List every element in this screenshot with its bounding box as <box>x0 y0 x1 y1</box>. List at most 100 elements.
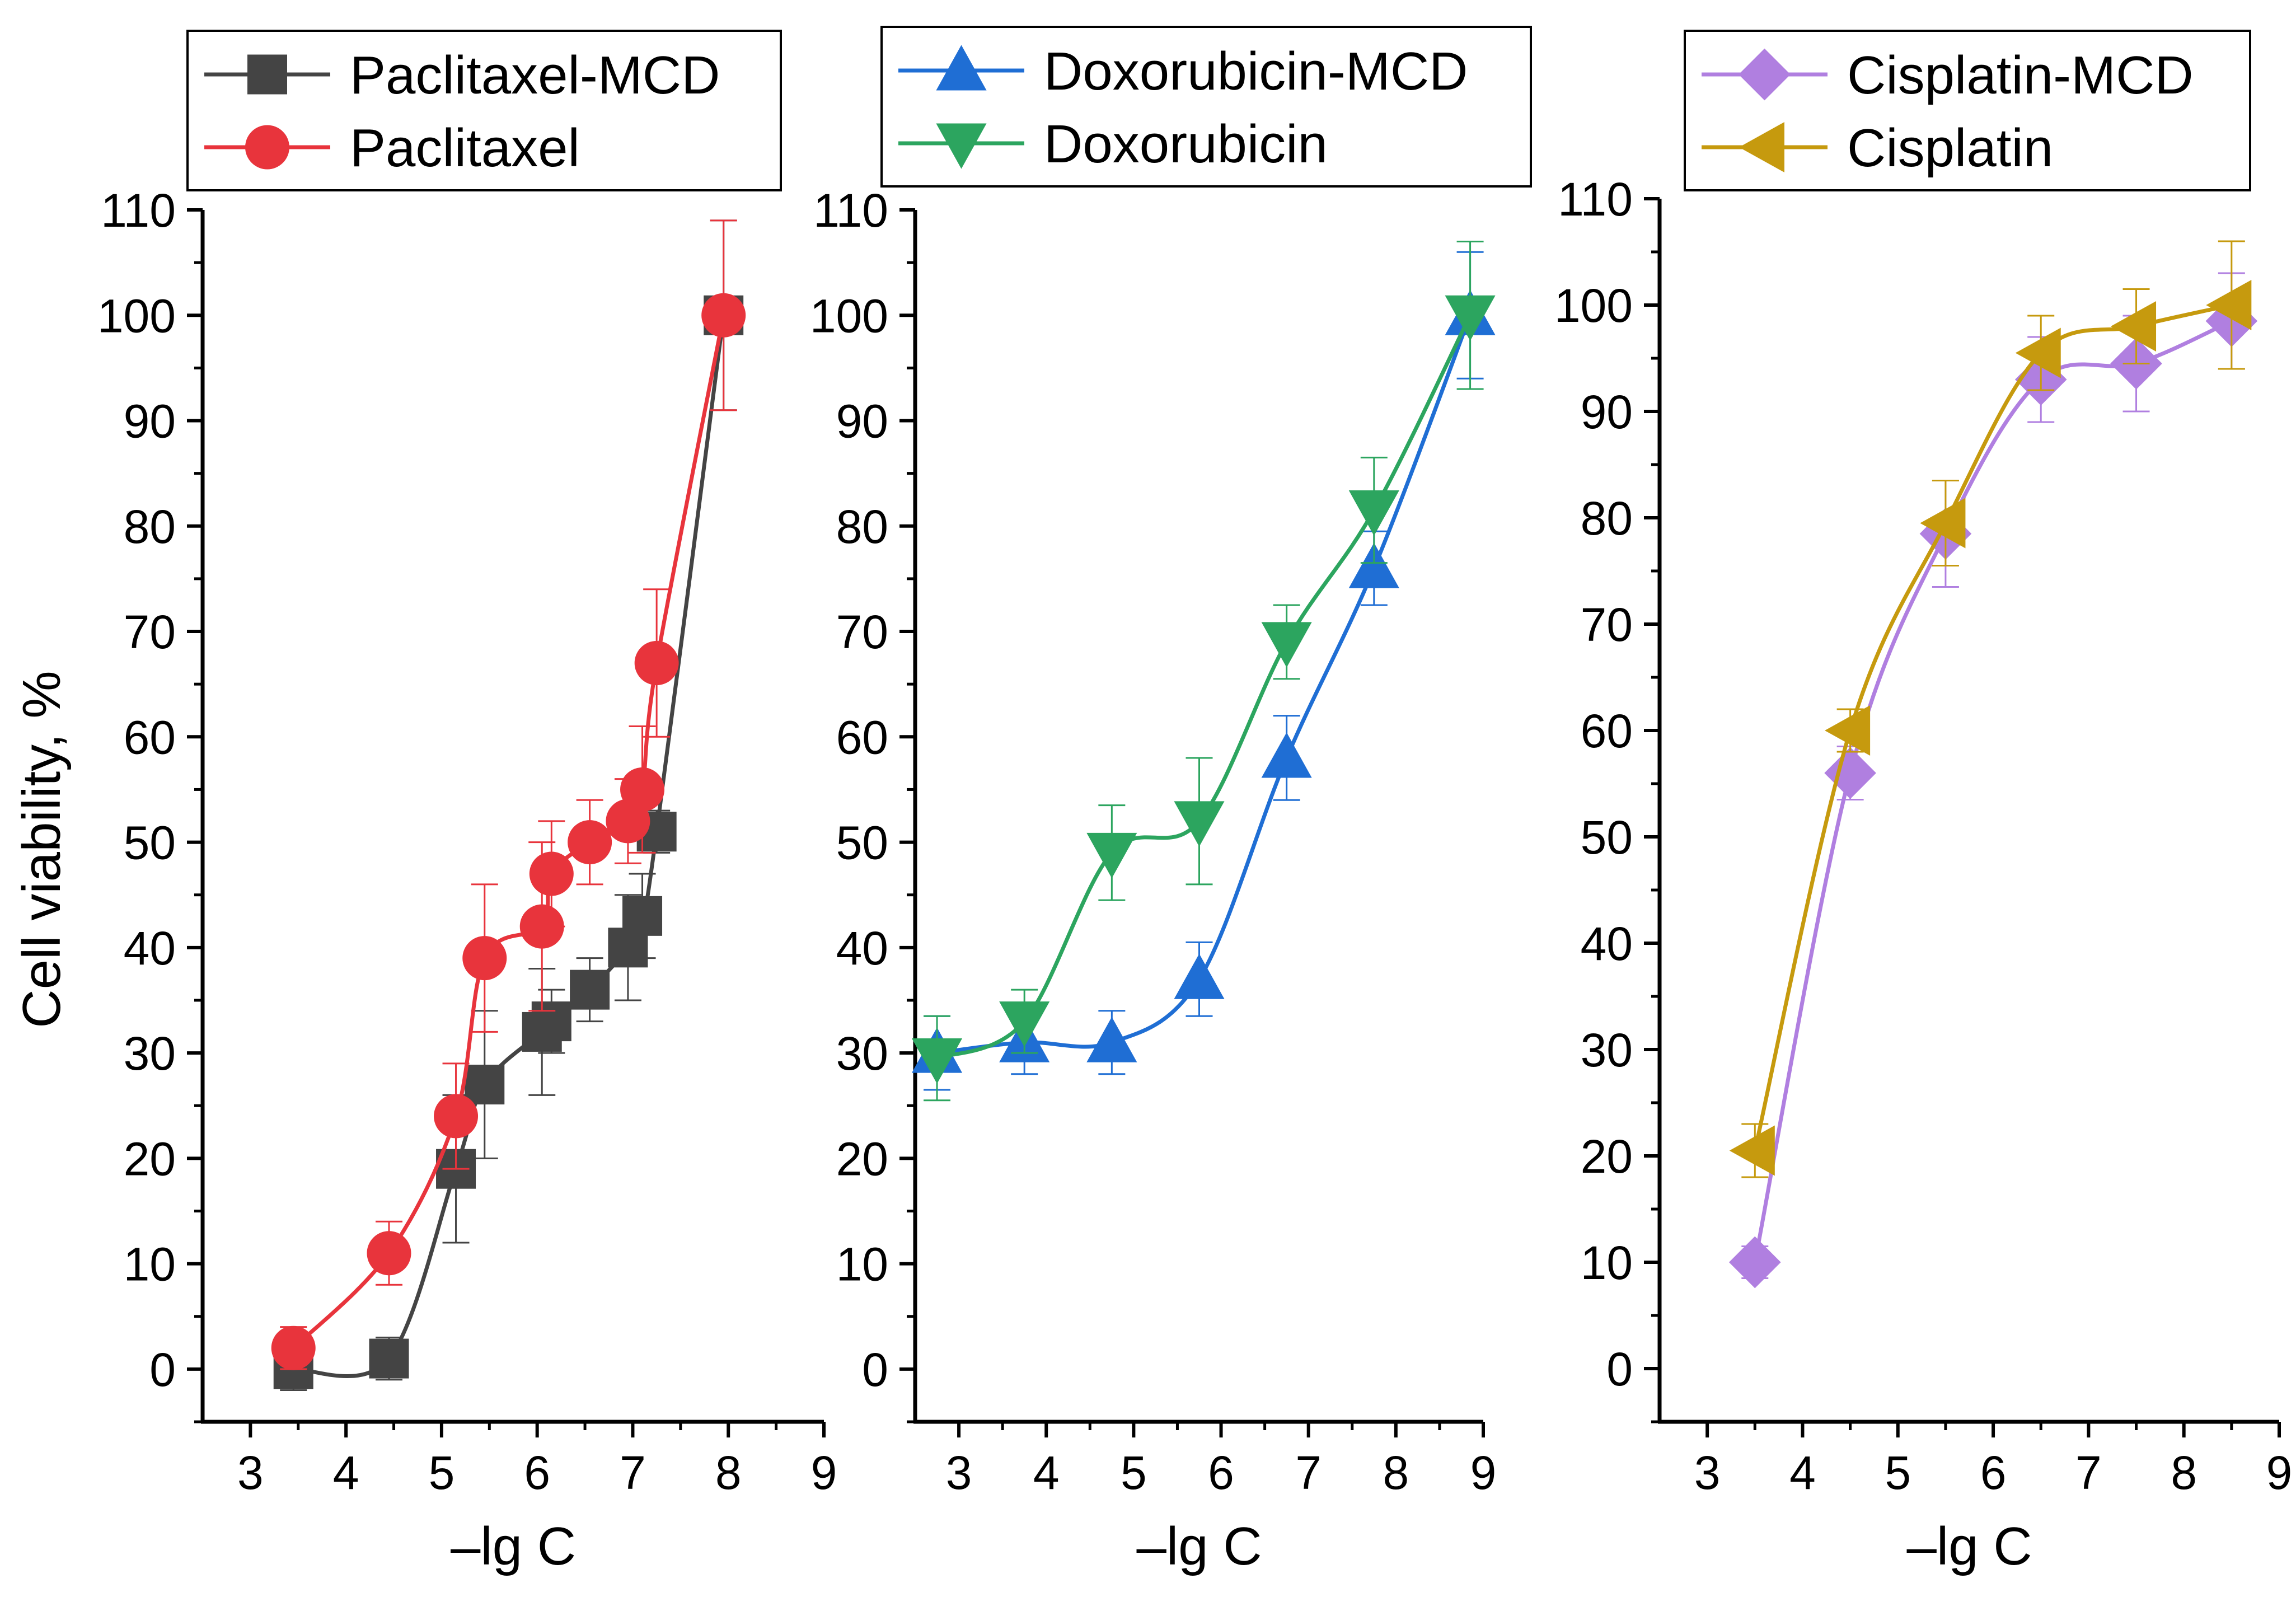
data-point <box>1261 622 1312 668</box>
legend-label: Cisplatin <box>1847 118 2053 178</box>
x-tick-label: 8 <box>2171 1446 2197 1499</box>
series-paclitaxel <box>271 219 746 1370</box>
data-point <box>570 970 610 1010</box>
y-tick-label: 80 <box>124 500 176 553</box>
y-tick-label: 100 <box>1554 279 1633 332</box>
y-tick-label: 20 <box>1581 1130 1633 1183</box>
x-tick-label: 4 <box>333 1446 359 1499</box>
x-tick-label: 9 <box>2266 1446 2293 1499</box>
x-tick-label: 5 <box>1121 1446 1147 1499</box>
y-tick-label: 10 <box>124 1238 176 1291</box>
series-doxorubicin <box>911 240 1496 1102</box>
data-point <box>701 293 746 338</box>
y-tick-label: 0 <box>862 1343 888 1396</box>
legend-label: Doxorubicin <box>1044 114 1328 174</box>
data-point <box>271 1326 316 1370</box>
data-point <box>434 1094 479 1139</box>
data-point <box>519 904 564 949</box>
y-tick-label: 50 <box>836 817 888 869</box>
x-tick-label: 5 <box>429 1446 455 1499</box>
y-axis-title: Cell viability, % <box>12 671 72 1028</box>
data-point <box>1086 1017 1137 1062</box>
data-point <box>529 851 574 896</box>
data-point <box>369 1338 409 1379</box>
data-point <box>620 767 665 812</box>
y-tick-label: 70 <box>836 606 888 658</box>
data-point <box>1824 747 1876 799</box>
data-point <box>1086 832 1137 878</box>
panel-doxorubicin: 0 10 20 30 40 50 60 70 80 90 100 110 3 4 5 6 7 8 9 –lg C Dox… <box>810 26 1532 1576</box>
series-line <box>1753 319 2233 1263</box>
y-tick-label: 60 <box>1581 705 1633 757</box>
series-cisplatin <box>1729 240 2252 1178</box>
data-point <box>1261 732 1312 778</box>
y-tick-label: 10 <box>836 1238 888 1291</box>
y-tick-label: 30 <box>836 1027 888 1080</box>
data-point <box>531 1001 571 1042</box>
x-axis-title: –lg C <box>1136 1516 1262 1576</box>
y-tick-label: 30 <box>1581 1024 1633 1076</box>
legend-label: Paclitaxel <box>350 118 580 178</box>
data-point <box>1348 542 1399 588</box>
legend-box <box>880 26 1532 188</box>
series-line <box>936 314 1472 1060</box>
x-tick-label: 8 <box>715 1446 742 1499</box>
data-point <box>1729 1125 1775 1176</box>
x-tick-label: 8 <box>1383 1446 1409 1499</box>
panel-paclitaxel: 0 10 20 30 40 50 60 70 80 90 100 110 3 4 5 6 7 8 9 –lg C Cel… <box>12 30 837 1576</box>
x-tick-label: 3 <box>237 1446 264 1499</box>
data-point <box>1445 295 1496 341</box>
panel-cisplatin: 0 10 20 30 40 50 60 70 80 90 100 110 3 4 5 6 7 8 9 –lg C Cis… <box>1554 30 2293 1576</box>
data-point <box>1174 953 1225 999</box>
data-point <box>367 1231 411 1276</box>
x-tick-label: 3 <box>946 1446 972 1499</box>
data-point <box>465 1065 505 1105</box>
data-point <box>2110 301 2157 352</box>
y-tick-label: 80 <box>836 500 888 553</box>
y-tick-label: 60 <box>124 711 176 764</box>
data-point <box>1348 490 1399 536</box>
y-tick-label: 90 <box>124 395 176 448</box>
y-tick-label: 110 <box>813 184 888 237</box>
x-tick-label: 6 <box>1208 1446 1234 1499</box>
x-tick-label: 3 <box>1694 1446 1721 1499</box>
legend-label: Doxorubicin-MCD <box>1044 41 1468 101</box>
y-tick-label: 10 <box>1581 1237 1633 1289</box>
x-tick-label: 7 <box>620 1446 646 1499</box>
data-point <box>2206 279 2252 331</box>
series-line <box>936 315 1472 1055</box>
y-tick-label: 50 <box>1581 811 1633 864</box>
x-tick-label: 7 <box>1295 1446 1322 1499</box>
x-axis-title: –lg C <box>1906 1516 2032 1576</box>
legend-label: Cisplatin-MCD <box>1847 45 2194 105</box>
y-tick-label: 80 <box>1581 492 1633 545</box>
data-point <box>462 936 507 981</box>
x-tick-label: 9 <box>811 1446 837 1499</box>
data-point <box>568 820 612 865</box>
y-tick-label: 70 <box>1581 598 1633 651</box>
series-doxorubicin-mcd <box>911 251 1496 1091</box>
y-tick-label: 50 <box>124 817 176 869</box>
y-tick-label: 110 <box>1558 173 1633 226</box>
data-point <box>1825 705 1871 756</box>
x-tick-label: 9 <box>1470 1446 1497 1499</box>
y-tick-label: 70 <box>124 606 176 658</box>
legend-label: Paclitaxel-MCD <box>350 45 720 105</box>
data-point <box>911 1038 963 1084</box>
y-tick-label: 40 <box>1581 917 1633 970</box>
legend-marker <box>936 45 987 91</box>
data-point <box>622 896 663 936</box>
y-tick-label: 30 <box>124 1027 176 1080</box>
legend-marker <box>1739 48 1791 101</box>
x-tick-label: 4 <box>1789 1446 1816 1499</box>
y-tick-label: 90 <box>1581 386 1633 438</box>
y-tick-label: 40 <box>124 922 176 975</box>
y-tick-label: 0 <box>1606 1343 1633 1395</box>
y-tick-label: 20 <box>836 1132 888 1185</box>
data-point <box>634 641 679 686</box>
data-point <box>999 1001 1050 1047</box>
x-tick-label: 5 <box>1885 1446 1911 1499</box>
y-tick-label: 100 <box>810 289 888 342</box>
series-paclitaxel-mcd <box>273 219 744 1392</box>
x-tick-label: 6 <box>1980 1446 2007 1499</box>
